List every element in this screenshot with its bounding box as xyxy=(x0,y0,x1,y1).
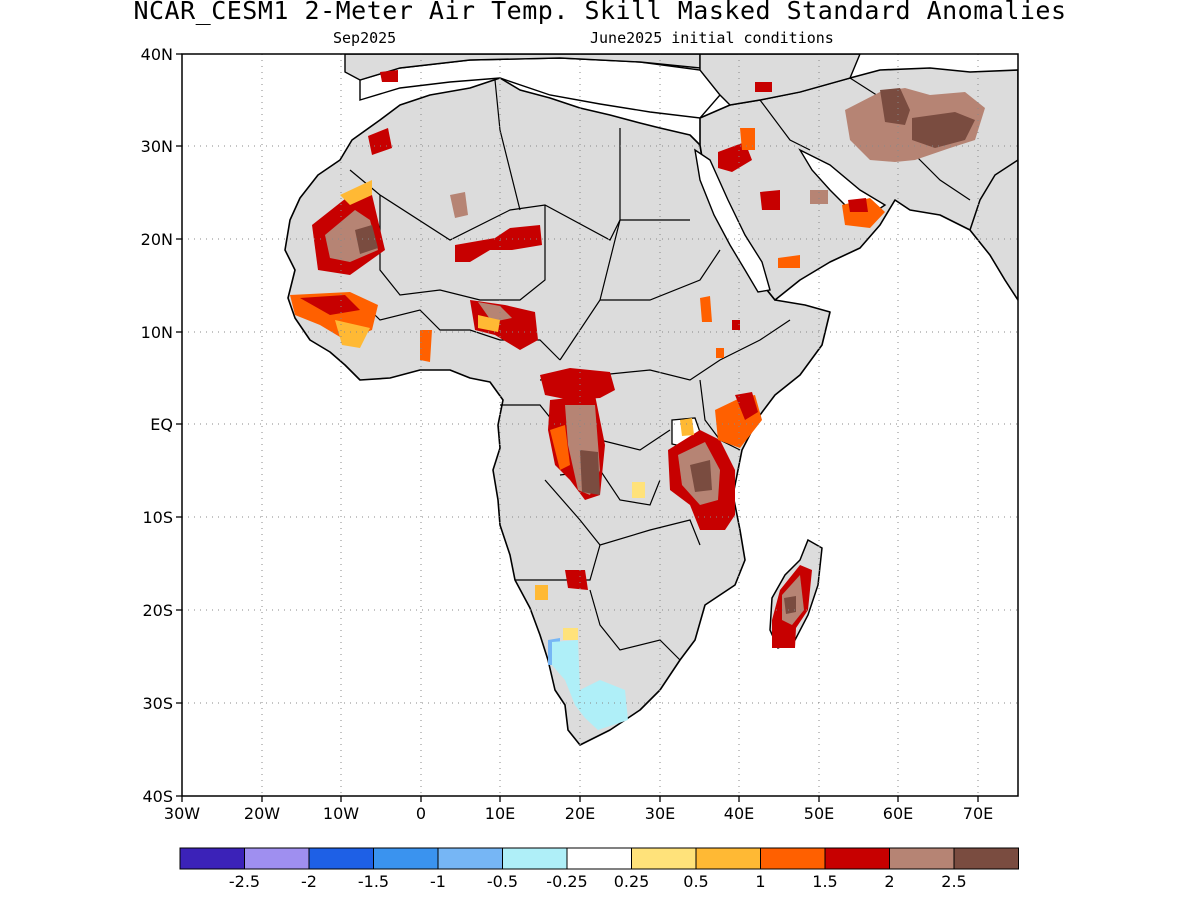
lon-label: 10E xyxy=(485,804,515,823)
lon-labels: 30W 20W 10W 0 10E 20E 30E 40E 50E 60E 70… xyxy=(164,804,993,823)
lon-label: 50E xyxy=(804,804,834,823)
anomaly-congo-edge xyxy=(550,425,570,470)
anomaly-madagascar-peak xyxy=(784,596,796,614)
colorbar-swatch xyxy=(437,847,503,870)
lon-label: 30W xyxy=(164,804,200,823)
anomaly-mozambique xyxy=(632,482,645,498)
anomaly-uganda xyxy=(680,418,694,436)
colorbar-label: -2 xyxy=(301,872,317,891)
colorbar-label: -1.5 xyxy=(358,872,389,891)
colorbar: -2.5 -2 -1.5 -1 -0.5 -0.25 0.25 0.5 1 1.5 2 2.5 xyxy=(179,847,1019,891)
lon-label: 40E xyxy=(724,804,754,823)
colorbar-swatch xyxy=(308,847,374,870)
colorbar-swatch xyxy=(502,847,568,870)
colorbar-label: 1 xyxy=(755,872,765,891)
colorbar-swatch xyxy=(953,847,1019,870)
lon-label: 10W xyxy=(323,804,359,823)
anomaly-yemen xyxy=(778,255,800,268)
anomaly-kenya-core xyxy=(735,392,758,420)
colorbar-swatch xyxy=(244,847,310,870)
anomaly-angola xyxy=(565,570,588,590)
anomaly-south-africa-cool xyxy=(552,640,628,730)
lat-labels: 40N 30N 20N 10N EQ 10S 20S 30S 40S xyxy=(141,45,173,806)
anomaly-spain xyxy=(380,70,398,82)
colorbar-swatch xyxy=(566,847,632,870)
colorbar-swatch xyxy=(695,847,761,870)
lon-label: 20E xyxy=(565,804,595,823)
anomaly-iran-core xyxy=(880,88,910,125)
init-conditions-label: June2025 initial conditions xyxy=(590,29,834,47)
anomaly-mauritania-edge xyxy=(340,180,372,205)
colorbar-swatch xyxy=(760,847,826,870)
colorbar-swatch xyxy=(179,847,245,870)
tick-marks xyxy=(176,53,979,802)
anomaly-saudi-north xyxy=(740,128,755,150)
anomaly-niger-north xyxy=(450,192,468,218)
anomaly-senegal-core xyxy=(300,295,360,315)
colorbar-label: 1.5 xyxy=(812,872,837,891)
colorbar-label: 2.5 xyxy=(941,872,966,891)
lat-label: 30N xyxy=(141,137,173,156)
lat-label: 40S xyxy=(142,787,173,806)
lat-label: 20S xyxy=(142,601,173,620)
anomaly-namibia xyxy=(563,628,578,640)
india-landmass xyxy=(969,159,1018,302)
colorbar-swatch xyxy=(631,847,697,870)
lat-label: 10S xyxy=(142,508,173,527)
lat-label: EQ xyxy=(150,415,173,434)
map-plot-area xyxy=(182,54,1018,796)
anomaly-oman xyxy=(810,190,828,204)
plot-frame xyxy=(181,53,1019,797)
anomaly-mauritania-peak xyxy=(355,225,378,254)
lon-label: 30E xyxy=(645,804,675,823)
colorbar-swatch xyxy=(889,847,955,870)
anomaly-ethiopia xyxy=(700,296,712,322)
anomaly-ethiopia-south xyxy=(716,348,724,358)
colorbar-swatch xyxy=(824,847,890,870)
colorbar-label: -2.5 xyxy=(229,872,260,891)
lon-label: 70E xyxy=(963,804,993,823)
anomaly-guinea xyxy=(335,320,370,348)
anomaly-iraq xyxy=(755,82,772,92)
colorbar-label: -0.25 xyxy=(546,872,587,891)
anomaly-congo-peak xyxy=(580,450,600,495)
anomaly-tanzania-peak xyxy=(690,460,712,492)
lat-label: 30S xyxy=(142,694,173,713)
lon-label: 0 xyxy=(416,804,426,823)
anomaly-ethiopia-east xyxy=(732,320,740,330)
target-month-label: Sep2025 xyxy=(333,29,397,47)
anomaly-nigeria-edge xyxy=(478,315,500,332)
colorbar-swatch xyxy=(373,847,439,870)
anomaly-ghana xyxy=(420,330,432,362)
lon-label: 60E xyxy=(883,804,913,823)
anomaly-patches xyxy=(290,70,985,730)
lat-label: 20N xyxy=(141,230,173,249)
lon-label: 20W xyxy=(244,804,280,823)
map-title: NCAR_CESM1 2-Meter Air Temp. Skill Maske… xyxy=(133,0,1067,25)
graticule xyxy=(182,54,1018,796)
anomaly-nigeria-core xyxy=(478,302,512,322)
anomaly-saudi-central xyxy=(760,190,780,210)
anomaly-morocco xyxy=(368,128,392,155)
colorbar-label: -1 xyxy=(430,872,446,891)
colorbar-label: 0.5 xyxy=(683,872,708,891)
colorbar-label: -0.5 xyxy=(487,872,518,891)
anomaly-namibia-edge xyxy=(535,585,548,600)
lat-label: 10N xyxy=(141,323,173,342)
colorbar-label: 0.25 xyxy=(614,872,650,891)
colorbar-label: 2 xyxy=(884,872,894,891)
anomaly-afghanistan xyxy=(912,112,975,148)
anomaly-niger xyxy=(455,225,542,262)
anomaly-uae-core xyxy=(848,198,868,212)
red-sea xyxy=(694,148,771,293)
lat-label: 40N xyxy=(141,45,173,64)
anomaly-car xyxy=(540,368,615,400)
